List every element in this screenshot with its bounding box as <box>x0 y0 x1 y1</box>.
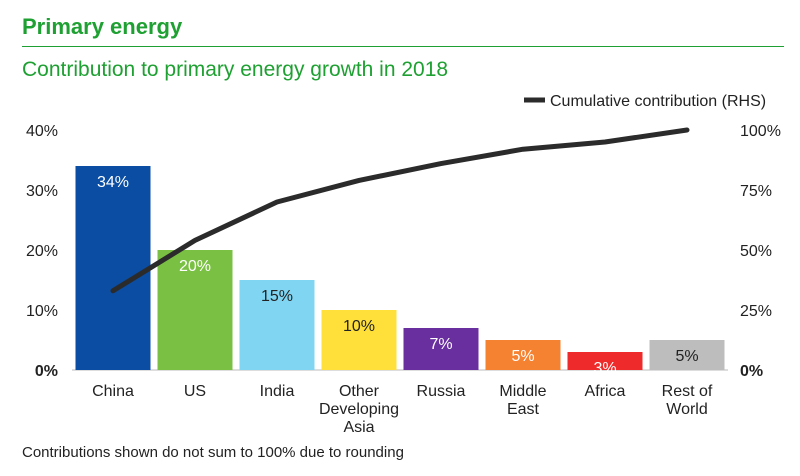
bar <box>75 166 151 370</box>
category-label: US <box>184 383 206 400</box>
bar-value-label: 5% <box>675 348 698 365</box>
bar-value-label: 3% <box>593 360 616 377</box>
bar-value-label: 5% <box>511 348 534 365</box>
y-tick-right: 100% <box>740 123 781 140</box>
bar <box>649 340 725 370</box>
header-rule <box>22 46 784 47</box>
bar <box>157 250 233 370</box>
y-tick-right: 0% <box>740 363 763 380</box>
y-tick-left: 40% <box>26 123 58 140</box>
bar-value-label: 10% <box>343 318 375 335</box>
page-header: Primary energy <box>22 14 183 39</box>
category-label: Middle <box>499 383 546 400</box>
legend-label: Cumulative contribution (RHS) <box>550 93 766 110</box>
y-tick-right: 25% <box>740 303 772 320</box>
bar-value-label: 15% <box>261 288 293 305</box>
bar <box>567 352 643 370</box>
y-tick-left: 10% <box>26 303 58 320</box>
y-tick-left: 0% <box>35 363 58 380</box>
bar <box>403 328 479 370</box>
bar-value-labels: 34% 20% 15% 10% 7% 5% 3% 5% <box>97 174 699 377</box>
category-label: East <box>507 401 540 418</box>
bar <box>239 280 315 370</box>
category-label: World <box>666 401 708 418</box>
bar-value-label: 7% <box>429 336 452 353</box>
cumulative-line-path <box>110 127 690 294</box>
bar <box>321 310 397 370</box>
category-label: China <box>92 383 134 400</box>
category-label: Africa <box>585 383 626 400</box>
category-label: Developing <box>319 401 399 418</box>
chart-title: Contribution to primary energy growth in… <box>22 58 449 81</box>
bar-value-label: 34% <box>97 174 129 191</box>
y-tick-left: 30% <box>26 183 58 200</box>
y-tick-right: 75% <box>740 183 772 200</box>
bars <box>75 166 725 370</box>
category-label: Other <box>339 383 380 400</box>
category-label: Russia <box>417 383 466 400</box>
category-label: Asia <box>343 419 374 436</box>
cumulative-line <box>110 127 690 294</box>
y-tick-right: 50% <box>740 243 772 260</box>
chart: 0% 10% 20% 30% 40% 0% 25% 50% 75% 100% 34% 20% 15%… <box>26 93 781 436</box>
bar <box>485 340 561 370</box>
category-label: Rest of <box>662 383 713 400</box>
y-tick-left: 20% <box>26 243 58 260</box>
footnote: Contributions shown do not sum to 100% d… <box>22 444 404 461</box>
category-label: India <box>260 383 295 400</box>
legend: Cumulative contribution (RHS) <box>524 93 766 110</box>
right-axis: 0% 25% 50% 75% 100% <box>740 123 781 380</box>
bar-value-label: 20% <box>179 258 211 275</box>
